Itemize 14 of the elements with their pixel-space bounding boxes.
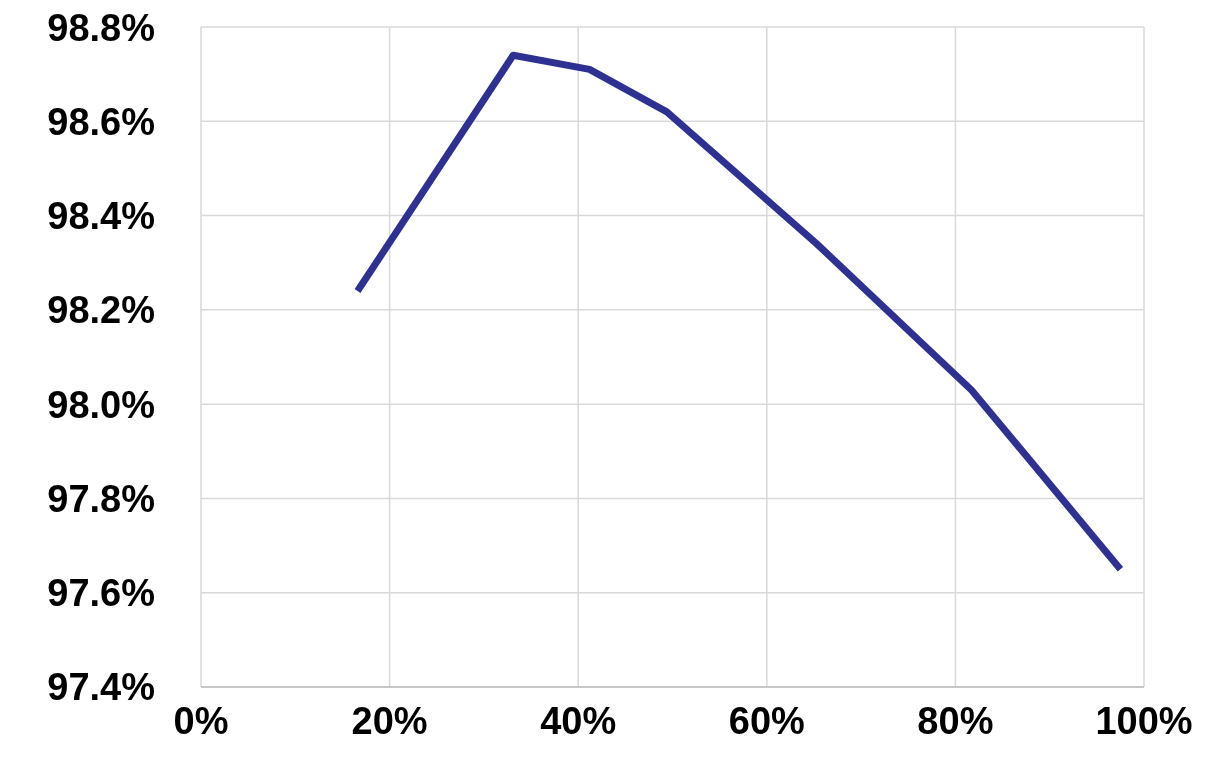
x-tick-label: 0%: [173, 699, 229, 742]
x-tick-label: 20%: [351, 699, 428, 742]
y-tick-label: 98.4%: [47, 195, 155, 238]
y-tick-label: 98.6%: [47, 100, 155, 143]
y-tick-label: 97.6%: [47, 572, 155, 615]
y-tick-label: 97.8%: [47, 477, 155, 520]
x-tick-label: 40%: [540, 699, 617, 742]
y-tick-label: 97.4%: [47, 666, 155, 709]
x-tick-label: 60%: [728, 699, 805, 742]
x-tick-label: 80%: [917, 699, 994, 742]
y-tick-label: 98.0%: [47, 383, 155, 426]
y-tick-label: 98.8%: [47, 6, 155, 49]
x-tick-label: 100%: [1095, 699, 1193, 742]
y-tick-label: 98.2%: [47, 289, 155, 332]
